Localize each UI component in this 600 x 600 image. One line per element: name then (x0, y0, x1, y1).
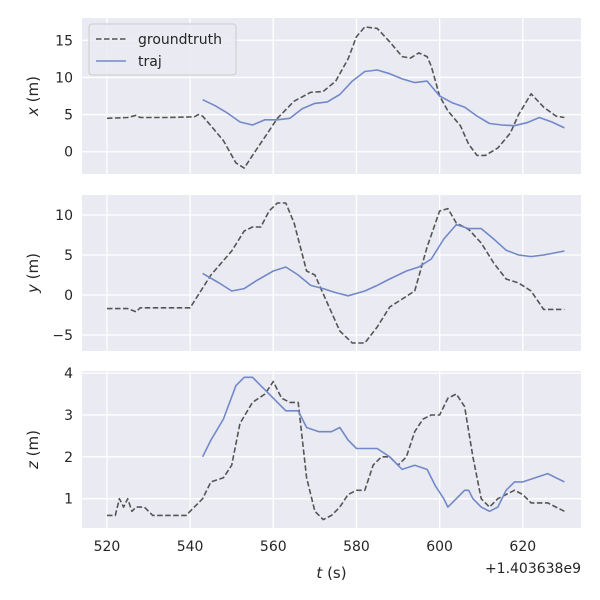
x-tick-label: 540 (177, 539, 204, 555)
panels: 0 5 10 15 x (m) −5 0 5 10 y (m) 1 2 3 4 z (m) 520 540 560… (24, 18, 581, 555)
y-tick-label: 10 (55, 70, 73, 86)
series-line-groundtruth (107, 380, 565, 521)
y-axis-label: y (m) (24, 253, 42, 294)
legend-label-groundtruth: groundtruth (138, 32, 222, 48)
x-tick-label: 620 (509, 539, 536, 555)
legend: groundtruth traj (88, 23, 237, 76)
y-tick-label: 4 (64, 366, 73, 382)
x-axis-label: t (s) (316, 564, 346, 582)
x-tick-labels: 520 540 560 580 600 620 (94, 539, 537, 555)
axes-background (82, 195, 581, 351)
y-tick-label: 10 (55, 208, 73, 224)
y-tick-label: 1 (64, 492, 73, 508)
x-tick-label: 580 (343, 539, 370, 555)
legend-label-traj: traj (138, 54, 162, 70)
y-tick-label: 5 (64, 248, 73, 264)
legend-box (88, 23, 237, 76)
panel-y: −5 0 5 10 y (m) (24, 195, 581, 351)
x-tick-label: 520 (94, 539, 121, 555)
y-tick-label: 0 (64, 288, 73, 304)
x-tick-label: 600 (426, 539, 453, 555)
y-axis-label: x (m) (24, 76, 42, 117)
y-tick-label: 5 (64, 108, 73, 124)
series-line-groundtruth (107, 202, 565, 344)
y-tick-label: 0 (64, 145, 73, 161)
y-tick-label: −5 (52, 328, 73, 344)
panel-z: 1 2 3 4 z (m) (24, 366, 581, 528)
series-line-traj (202, 69, 565, 129)
y-tick-label: 15 (55, 33, 73, 49)
x-axis-offset-text: +1.403638e9 (485, 561, 581, 577)
y-tick-label: 3 (64, 408, 73, 424)
y-tick-label: 2 (64, 450, 73, 466)
series-line-traj (202, 223, 565, 297)
axes-background (82, 371, 581, 528)
series-line-groundtruth (106, 26, 565, 169)
y-axis-label: z (m) (24, 430, 42, 470)
series-line-traj (201, 376, 565, 513)
x-tick-label: 560 (260, 539, 287, 555)
